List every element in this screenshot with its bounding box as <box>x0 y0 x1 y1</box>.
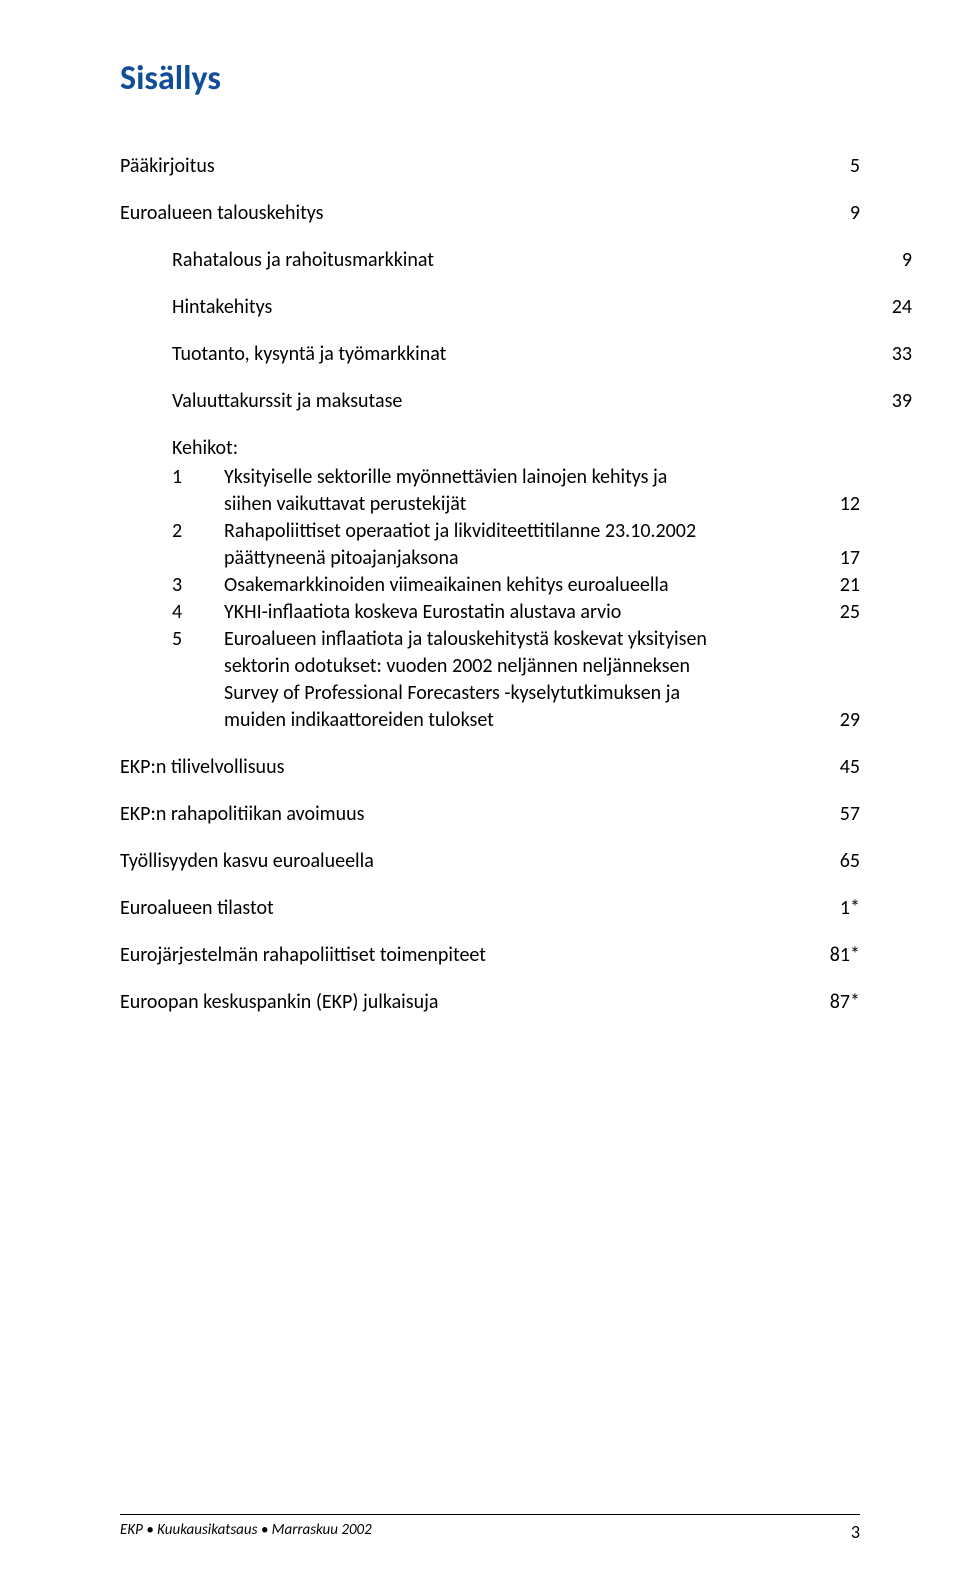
toc-label: Euroalueen talouskehitys <box>120 200 790 227</box>
kehikot-num: 5 <box>172 626 224 734</box>
toc-entry: Euroopan keskuspankin (EKP) julkaisuja 8… <box>120 989 860 1016</box>
kehikot-text: Osakemarkkinoiden viimeaikainen kehitys … <box>224 572 790 599</box>
kehikot-line: päättyneenä pitoajanjaksona <box>224 545 780 572</box>
toc-label: Rahatalous ja rahoitusmarkkinat <box>172 247 842 274</box>
toc-page: 5 <box>790 153 860 180</box>
kehikot-page: 25 <box>790 599 860 626</box>
toc-label: Eurojärjestelmän rahapoliittiset toimenp… <box>120 942 790 969</box>
toc-entry: Hintakehitys 24 <box>120 294 912 321</box>
kehikot-num: 4 <box>172 599 224 626</box>
kehikot-item: 1 Yksityiselle sektorille myönnettävien … <box>172 464 860 518</box>
kehikot-page: 17 <box>790 545 860 572</box>
toc-entry: Työllisyyden kasvu euroalueella 65 <box>120 848 860 875</box>
kehikot-num: 2 <box>172 518 224 572</box>
kehikot-line: Osakemarkkinoiden viimeaikainen kehitys … <box>224 572 780 599</box>
kehikot-num: 1 <box>172 464 224 518</box>
toc-label: Tuotanto, kysyntä ja työmarkkinat <box>172 341 842 368</box>
kehikot-text: YKHI-inflaatiota koskeva Eurostatin alus… <box>224 599 790 626</box>
toc-entry: EKP:n rahapolitiikan avoimuus 57 <box>120 801 860 828</box>
kehikot-item: 4 YKHI-inflaatiota koskeva Eurostatin al… <box>172 599 860 626</box>
toc-page: 33 <box>842 341 912 368</box>
toc-entry: Euroalueen tilastot 1* <box>120 895 860 922</box>
kehikot-page: 29 <box>790 707 860 734</box>
toc-page: 9 <box>790 200 860 227</box>
toc-page: 57 <box>790 801 860 828</box>
toc-entry: Tuotanto, kysyntä ja työmarkkinat 33 <box>120 341 912 368</box>
toc-entry: Valuuttakurssit ja maksutase 39 <box>120 388 912 415</box>
toc-entry: Eurojärjestelmän rahapoliittiset toimenp… <box>120 942 860 969</box>
footer-left: EKP • Kuukausikatsaus • Marraskuu 2002 <box>120 1521 372 1543</box>
toc-page: 24 <box>842 294 912 321</box>
toc-entry: EKP:n tilivelvollisuus 45 <box>120 754 860 781</box>
kehikot-line: siihen vaikuttavat perustekijät <box>224 491 780 518</box>
kehikot-text: Yksityiselle sektorille myönnettävien la… <box>224 464 790 518</box>
kehikot-page: 21 <box>790 572 860 599</box>
kehikot-line: YKHI-inflaatiota koskeva Eurostatin alus… <box>224 599 780 626</box>
footer-page-number: 3 <box>851 1521 860 1543</box>
toc-entry: Pääkirjoitus 5 <box>120 153 860 180</box>
kehikot-line: sektorin odotukset: vuoden 2002 neljänne… <box>224 653 780 680</box>
toc-label: Pääkirjoitus <box>120 153 790 180</box>
toc-label: EKP:n rahapolitiikan avoimuus <box>120 801 790 828</box>
kehikot-item: 3 Osakemarkkinoiden viimeaikainen kehity… <box>172 572 860 599</box>
kehikot-item: 5 Euroalueen inflaatiota ja talouskehity… <box>172 626 860 734</box>
toc-label: Euroalueen tilastot <box>120 895 790 922</box>
toc-page: 45 <box>790 754 860 781</box>
table-of-contents: Pääkirjoitus 5 Euroalueen talouskehitys … <box>120 153 860 1016</box>
toc-page: 65 <box>790 848 860 875</box>
toc-page: 39 <box>842 388 912 415</box>
kehikot-page: 12 <box>790 491 860 518</box>
toc-page: 81* <box>790 942 860 969</box>
kehikot-text: Rahapoliittiset operaatiot ja likviditee… <box>224 518 790 572</box>
kehikot-line: Survey of Professional Forecasters -kyse… <box>224 680 780 707</box>
page: Sisällys Pääkirjoitus 5 Euroalueen talou… <box>0 0 960 1585</box>
kehikot-line: Rahapoliittiset operaatiot ja likviditee… <box>224 518 780 545</box>
kehikot-block: Kehikot: 1 Yksityiselle sektorille myönn… <box>120 435 860 734</box>
kehikot-num: 3 <box>172 572 224 599</box>
kehikot-item: 2 Rahapoliittiset operaatiot ja likvidit… <box>172 518 860 572</box>
kehikot-text: Euroalueen inflaatiota ja talouskehityst… <box>224 626 790 734</box>
kehikot-line: muiden indikaattoreiden tulokset <box>224 707 780 734</box>
toc-label: Valuuttakurssit ja maksutase <box>172 388 842 415</box>
toc-entry: Rahatalous ja rahoitusmarkkinat 9 <box>120 247 912 274</box>
page-footer: EKP • Kuukausikatsaus • Marraskuu 2002 3 <box>120 1514 860 1543</box>
toc-entry: Euroalueen talouskehitys 9 <box>120 200 860 227</box>
toc-page: 1* <box>790 895 860 922</box>
toc-label: Hintakehitys <box>172 294 842 321</box>
kehikot-line: Euroalueen inflaatiota ja talouskehityst… <box>224 626 780 653</box>
kehikot-line: Yksityiselle sektorille myönnettävien la… <box>224 464 780 491</box>
toc-label: EKP:n tilivelvollisuus <box>120 754 790 781</box>
kehikot-header: Kehikot: <box>172 435 860 462</box>
toc-label: Euroopan keskuspankin (EKP) julkaisuja <box>120 989 790 1016</box>
toc-label: Työllisyyden kasvu euroalueella <box>120 848 790 875</box>
toc-page: 9 <box>842 247 912 274</box>
page-title: Sisällys <box>120 58 860 99</box>
toc-page: 87* <box>790 989 860 1016</box>
